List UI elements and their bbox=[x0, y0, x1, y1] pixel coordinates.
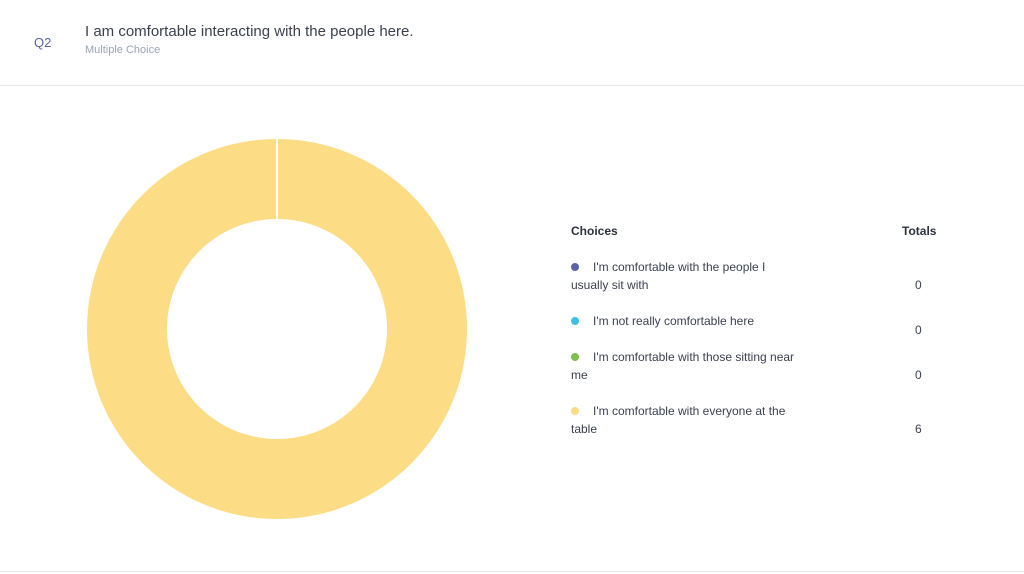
totals-column-header: Totals bbox=[902, 224, 937, 238]
results-legend-table: Choices Totals I'm comfortable with the … bbox=[571, 222, 951, 456]
donut-chart-svg: 100% bbox=[87, 139, 467, 519]
donut-chart: 100% bbox=[86, 138, 468, 520]
choice-total: 0 bbox=[915, 368, 922, 382]
choice-label: I'm comfortable with the people I usuall… bbox=[571, 260, 766, 292]
legend-row: I'm comfortable with the people I usuall… bbox=[571, 258, 951, 312]
legend-dot-icon bbox=[571, 407, 579, 415]
legend-dot-icon bbox=[571, 263, 579, 271]
question-header: Q2 I am comfortable interacting with the… bbox=[0, 0, 1024, 86]
question-title: I am comfortable interacting with the pe… bbox=[85, 23, 414, 40]
legend-row: I'm comfortable with those sitting near … bbox=[571, 348, 951, 402]
legend-row: I'm not really comfortable here 0 bbox=[571, 312, 951, 348]
choice-label: I'm comfortable with everyone at the tab… bbox=[571, 404, 786, 436]
choice-total: 6 bbox=[915, 422, 922, 436]
choice-label: I'm not really comfortable here bbox=[593, 314, 755, 328]
donut-slice bbox=[87, 139, 467, 519]
question-number: Q2 bbox=[34, 35, 52, 50]
legend-dot-icon bbox=[571, 353, 579, 361]
legend-header-row: Choices Totals bbox=[571, 222, 951, 258]
legend-row: I'm comfortable with everyone at the tab… bbox=[571, 402, 951, 456]
choice-total: 0 bbox=[915, 323, 922, 337]
choices-column-header: Choices bbox=[571, 224, 618, 238]
choice-label: I'm comfortable with those sitting near … bbox=[571, 350, 795, 382]
question-type: Multiple Choice bbox=[85, 44, 161, 56]
legend-dot-icon bbox=[571, 317, 579, 325]
bottom-divider bbox=[0, 571, 1024, 572]
choice-total: 0 bbox=[915, 278, 922, 292]
